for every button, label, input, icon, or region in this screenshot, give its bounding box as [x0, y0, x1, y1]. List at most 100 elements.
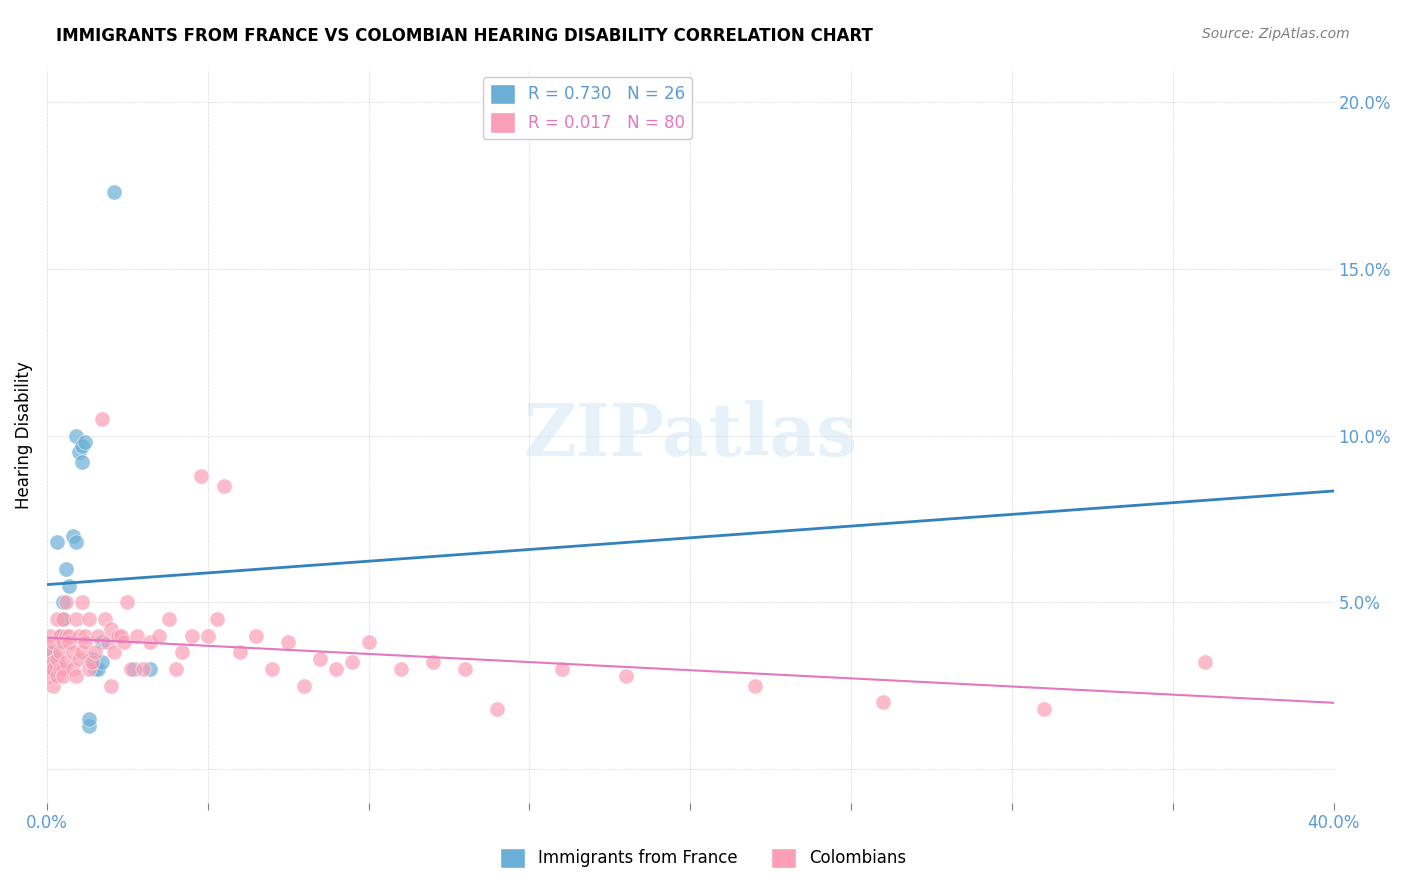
- Point: [80, 652, 103, 666]
- Point: [77, 712, 100, 726]
- Point: [62, 645, 84, 659]
- Text: IMMIGRANTS FROM FRANCE VS COLOMBIAN HEARING DISABILITY CORRELATION CHART: IMMIGRANTS FROM FRANCE VS COLOMBIAN HEAR…: [56, 27, 873, 45]
- Point: [55, 629, 77, 643]
- Point: [125, 629, 148, 643]
- Point: [197, 629, 219, 643]
- Point: [87, 662, 110, 676]
- Point: [39, 629, 62, 643]
- Point: [49, 645, 72, 659]
- Point: [139, 662, 162, 676]
- Point: [62, 529, 84, 543]
- Point: [1194, 656, 1216, 670]
- Point: [550, 662, 572, 676]
- Point: [42, 645, 65, 659]
- Point: [90, 656, 112, 670]
- Point: [277, 635, 299, 649]
- Point: [110, 629, 132, 643]
- Point: [120, 662, 142, 676]
- Point: [65, 612, 87, 626]
- Point: [55, 562, 77, 576]
- Point: [207, 612, 229, 626]
- Point: [67, 629, 90, 643]
- Y-axis label: Hearing Disability: Hearing Disability: [15, 361, 32, 509]
- Point: [744, 679, 766, 693]
- Point: [42, 656, 65, 670]
- Point: [325, 662, 347, 676]
- Point: [75, 435, 97, 450]
- Point: [65, 535, 87, 549]
- Point: [62, 662, 84, 676]
- Point: [45, 612, 67, 626]
- Point: [52, 669, 75, 683]
- Point: [67, 445, 90, 459]
- Point: [77, 719, 100, 733]
- Point: [49, 629, 72, 643]
- Point: [52, 595, 75, 609]
- Point: [39, 662, 62, 676]
- Point: [45, 535, 67, 549]
- Point: [72, 439, 94, 453]
- Point: [87, 629, 110, 643]
- Point: [84, 645, 107, 659]
- Point: [180, 629, 202, 643]
- Point: [94, 612, 117, 626]
- Point: [454, 662, 477, 676]
- Point: [42, 679, 65, 693]
- Point: [148, 629, 170, 643]
- Point: [229, 645, 252, 659]
- Point: [72, 595, 94, 609]
- Point: [55, 595, 77, 609]
- Point: [58, 629, 80, 643]
- Point: [72, 455, 94, 469]
- Point: [49, 662, 72, 676]
- Point: [65, 428, 87, 442]
- Point: [103, 645, 125, 659]
- Point: [486, 702, 509, 716]
- Point: [52, 612, 75, 626]
- Point: [80, 656, 103, 670]
- Point: [357, 635, 380, 649]
- Point: [100, 622, 122, 636]
- Point: [42, 662, 65, 676]
- Point: [139, 635, 162, 649]
- Point: [132, 662, 155, 676]
- Point: [262, 662, 284, 676]
- Point: [72, 645, 94, 659]
- Point: [77, 662, 100, 676]
- Point: [1033, 702, 1056, 716]
- Point: [872, 696, 894, 710]
- Point: [84, 662, 107, 676]
- Point: [45, 652, 67, 666]
- Point: [39, 662, 62, 676]
- Point: [212, 478, 235, 492]
- Point: [90, 635, 112, 649]
- Point: [42, 656, 65, 670]
- Point: [55, 656, 77, 670]
- Point: [342, 656, 364, 670]
- Point: [422, 656, 444, 670]
- Point: [52, 612, 75, 626]
- Point: [309, 652, 332, 666]
- Point: [117, 595, 139, 609]
- Point: [245, 629, 267, 643]
- Point: [75, 629, 97, 643]
- Point: [67, 652, 90, 666]
- Point: [42, 635, 65, 649]
- Point: [45, 669, 67, 683]
- Point: [389, 662, 412, 676]
- Point: [75, 635, 97, 649]
- Point: [65, 669, 87, 683]
- Legend: R = 0.730   N = 26, R = 0.017   N = 80: R = 0.730 N = 26, R = 0.017 N = 80: [482, 77, 692, 139]
- Point: [103, 185, 125, 199]
- Legend: Immigrants from France, Colombians: Immigrants from France, Colombians: [494, 841, 912, 875]
- Point: [107, 629, 129, 643]
- Text: Source: ZipAtlas.com: Source: ZipAtlas.com: [1202, 27, 1350, 41]
- Point: [90, 412, 112, 426]
- Point: [614, 669, 637, 683]
- Point: [39, 645, 62, 659]
- Point: [112, 635, 135, 649]
- Point: [122, 662, 145, 676]
- Text: ZIPatlas: ZIPatlas: [523, 400, 858, 471]
- Point: [157, 612, 180, 626]
- Point: [77, 612, 100, 626]
